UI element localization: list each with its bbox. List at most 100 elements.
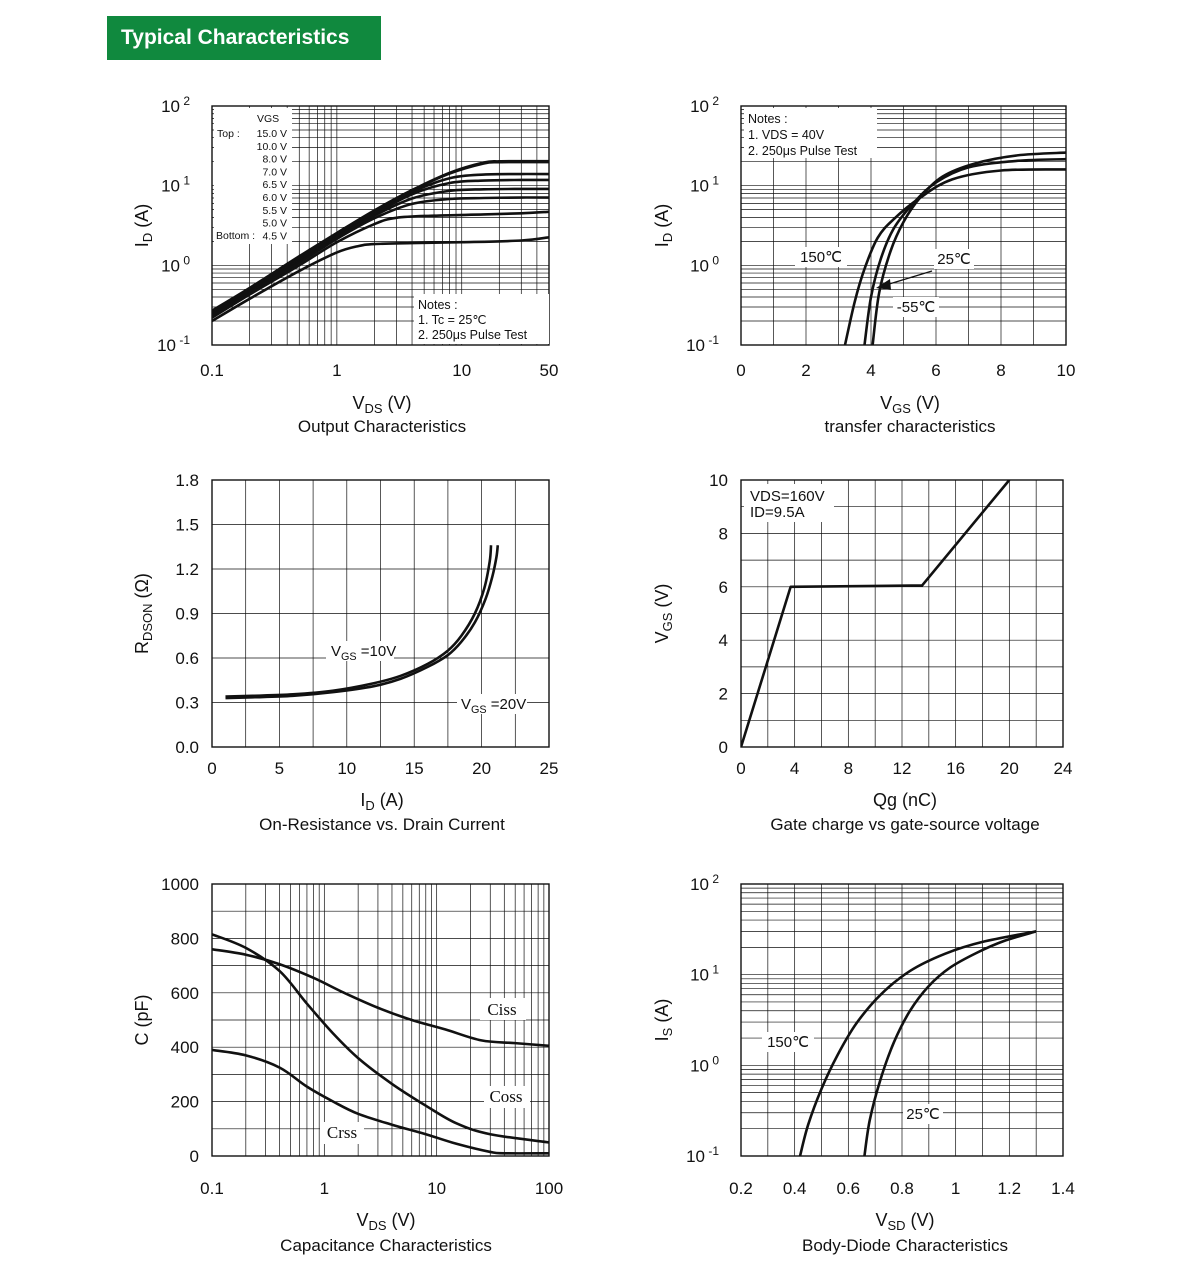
series-line-6	[212, 196, 549, 318]
y-tick-label: 1.8	[175, 471, 199, 490]
annotation-vgs20: VGS =20V	[461, 696, 526, 716]
x-axis-label: VSD (V)	[875, 1210, 934, 1233]
y-tick-label: 10 1	[690, 963, 719, 985]
x-tick-label: 100	[535, 1179, 563, 1198]
series-line-2	[225, 545, 500, 700]
annotation-minus55c: -55℃	[897, 299, 936, 316]
legend-top-label: Top :	[217, 128, 240, 140]
x-tick-label: 15	[405, 759, 424, 778]
label-bg	[762, 1032, 814, 1052]
y-tick-label: 10	[709, 471, 728, 490]
x-tick-label: 1.2	[998, 1179, 1022, 1198]
series-line-3	[212, 1048, 549, 1155]
series-line-1	[798, 930, 1037, 1156]
legend-box	[214, 108, 292, 244]
y-tick-label: 10 0	[690, 253, 719, 275]
x-tick-label: 10	[1057, 361, 1076, 380]
note-line: 1. VDS = 40V	[748, 128, 825, 142]
chart-output: 0.1 1 10 50 10 2 10 1 10 0 10 -1 VDS (V) ID (A) Ou…	[132, 94, 558, 436]
y-tick-label: 0.6	[175, 649, 199, 668]
series-line-1	[225, 545, 493, 698]
x-tick-label: 4	[866, 361, 875, 380]
grid-bodydiode	[740, 883, 1064, 1157]
note-line: VDS=160V	[750, 488, 825, 505]
series-line-1	[741, 480, 1011, 747]
y-tick-label: 8	[719, 524, 728, 543]
plot-frame	[211, 479, 550, 748]
y-tick-label: 0.9	[175, 605, 199, 624]
note-line: 2. 250μs Pulse Test	[418, 328, 528, 342]
section-title-banner: Typical Characteristics	[107, 16, 381, 60]
y-axis-label: RDSON (Ω)	[132, 573, 155, 654]
y-tick-label: 10 1	[690, 174, 719, 196]
x-tick-label: 0.1	[200, 361, 224, 380]
x-tick-label: 0.4	[783, 1179, 807, 1198]
y-tick-label: 10 2	[161, 94, 190, 116]
annotation-coss: Coss	[489, 1087, 522, 1106]
legend-entry: 6.0 V	[262, 192, 287, 204]
y-tick-label: 10 -1	[686, 333, 719, 355]
legend-entry: 5.0 V	[262, 218, 287, 230]
x-tick-label: 0.1	[200, 1179, 224, 1198]
series-line-1	[212, 947, 549, 1048]
x-tick-label: 6	[931, 361, 940, 380]
y-axis-label: IS (A)	[652, 999, 675, 1042]
y-tick-label: 10 -1	[686, 1144, 719, 1166]
x-tick-label: 1	[332, 361, 341, 380]
series-group	[225, 545, 500, 700]
series-line-3	[871, 151, 1066, 345]
x-tick-label: 1	[951, 1179, 960, 1198]
y-tick-label: 10 2	[690, 872, 719, 894]
chart-caption: Body-Diode Characteristics	[802, 1236, 1008, 1255]
y-axis-label: C (pF)	[132, 995, 152, 1046]
label-bg	[484, 1086, 530, 1108]
x-tick-label: 50	[540, 361, 559, 380]
notes-box	[744, 108, 877, 158]
y-tick-label: 0	[719, 738, 728, 757]
label-bg	[326, 641, 394, 661]
annotation-crss: Crss	[327, 1123, 357, 1142]
x-tick-label: 1.4	[1051, 1179, 1075, 1198]
legend-entry: 5.5 V	[262, 205, 287, 217]
y-tick-label: 600	[171, 984, 199, 1003]
y-tick-label: 0.0	[175, 738, 199, 757]
x-tick-label: 0	[207, 759, 216, 778]
legend-bottom-label: Bottom :	[216, 230, 255, 242]
note-line: Notes :	[418, 298, 458, 312]
y-axis-label: ID (A)	[652, 204, 675, 247]
annotation-arrowhead	[876, 279, 891, 290]
plot-frame	[211, 105, 550, 346]
label-bg	[457, 694, 527, 714]
x-tick-label: 0.2	[729, 1179, 753, 1198]
y-tick-label: 800	[171, 929, 199, 948]
note-line: ID=9.5A	[750, 504, 805, 521]
label-bg	[903, 1104, 943, 1124]
series-line-1	[843, 168, 1066, 345]
note-line: Notes :	[748, 112, 788, 126]
series-line-2	[863, 157, 1066, 345]
legend-entry: 4.5 V	[262, 230, 287, 242]
y-tick-label: 0	[190, 1147, 199, 1166]
note-line: 1. Tc = 25℃	[418, 313, 486, 327]
annotation-vgs10: VGS =10V	[331, 643, 396, 663]
x-tick-label: 4	[790, 759, 799, 778]
y-tick-label: 10 2	[690, 94, 719, 116]
legend-entry: 15.0 V	[257, 128, 287, 140]
x-tick-label: 0.8	[890, 1179, 914, 1198]
chart-caption: Gate charge vs gate-source voltage	[770, 815, 1039, 834]
x-tick-label: 2	[801, 361, 810, 380]
label-bg	[480, 998, 526, 1020]
y-tick-label: 1.5	[175, 516, 199, 535]
series-line-7	[212, 210, 549, 319]
y-tick-label: 0.3	[175, 694, 199, 713]
x-tick-label: 0	[736, 759, 745, 778]
x-tick-label: 5	[275, 759, 284, 778]
plot-frame	[740, 479, 1064, 748]
y-tick-label: 1.2	[175, 560, 199, 579]
annotation-25c: 25℃	[937, 251, 971, 268]
x-tick-label: 12	[893, 759, 912, 778]
chart-caption: On-Resistance vs. Drain Current	[259, 815, 505, 834]
x-tick-label: 16	[946, 759, 965, 778]
series-group	[843, 151, 1066, 345]
